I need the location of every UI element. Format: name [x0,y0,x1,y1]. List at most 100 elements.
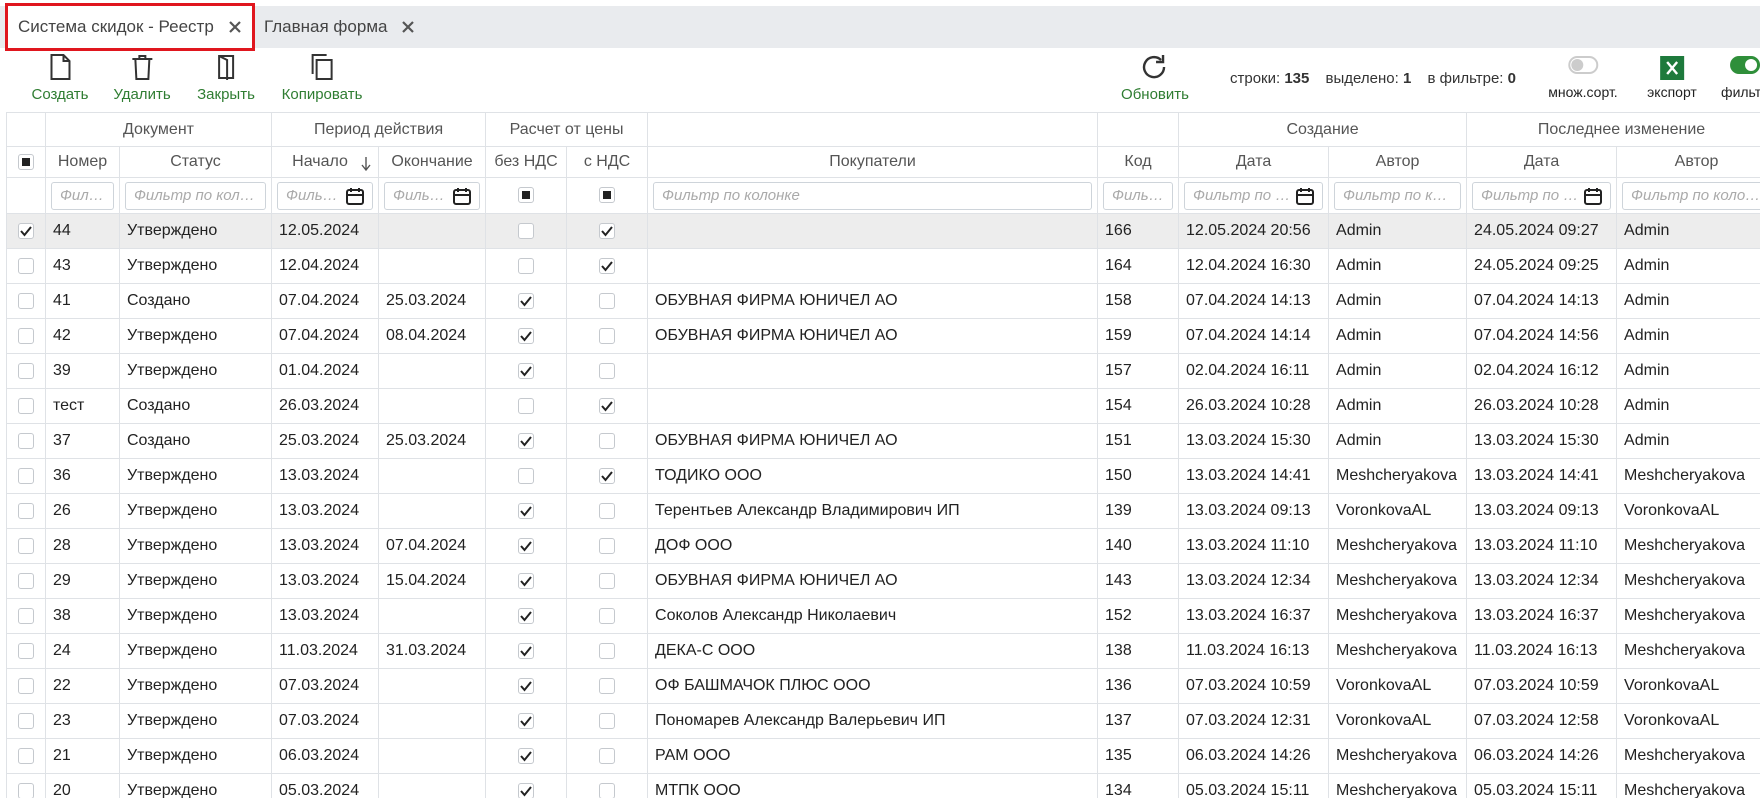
multi-sort-toggle[interactable]: множ.сорт. [1548,56,1618,100]
checkbox[interactable] [518,467,535,484]
checkbox[interactable] [518,187,535,204]
tab[interactable]: Главная форма [254,6,425,48]
filter-input[interactable]: Фильтр по колонке [1103,181,1174,210]
checkbox[interactable] [599,502,616,519]
delete-button[interactable]: Удалить [113,54,171,103]
filter-input[interactable]: Фильтр по колонке [1622,181,1760,210]
row[interactable]: 21 Утверждено 06.03.2024 РАМ ООО 135 06.03.20… [6,738,1760,774]
checkbox[interactable] [599,677,616,694]
checkbox[interactable] [599,747,616,764]
row[interactable]: 44 Утверждено 12.05.2024 166 12.05.2024 20:5… [6,213,1760,249]
column-header[interactable]: Автор [1616,146,1760,178]
checkbox[interactable] [18,502,34,519]
checkbox[interactable] [18,607,34,624]
create-button[interactable]: Создать [31,54,89,103]
row[interactable]: 42 Утверждено 07.04.2024 08.04.2024 ОБУВНАЯ … [6,318,1760,354]
filter-input[interactable]: Фильтр по колонке [1472,181,1612,210]
checkbox[interactable] [18,642,34,659]
copy-button[interactable]: Копировать [282,54,362,103]
filter-input[interactable]: Фильтр по колонке [51,181,114,210]
export-button[interactable]: экспорт [1647,56,1697,100]
checkbox[interactable] [18,712,34,729]
checkbox[interactable] [518,572,535,589]
checkbox[interactable] [599,362,616,379]
refresh-button[interactable]: Обновить [1121,54,1189,103]
checkbox[interactable] [518,607,535,624]
column-header[interactable]: Автор [1328,146,1468,178]
row[interactable]: 22 Утверждено 07.03.2024 ОФ БАШМАЧОК ПЛЮС О… [6,668,1760,704]
checkbox[interactable] [18,782,34,798]
checkbox[interactable] [599,327,616,344]
column-header[interactable]: Дата [1466,146,1618,178]
checkbox[interactable] [518,292,535,309]
checkbox[interactable] [18,537,34,554]
checkbox[interactable] [599,187,616,204]
switch[interactable] [1730,56,1760,74]
column-header[interactable]: Код [1097,146,1180,178]
column-header[interactable]: с НДС [566,146,649,178]
checkbox[interactable] [599,467,616,484]
checkbox[interactable] [518,432,535,449]
row[interactable]: 23 Утверждено 07.03.2024 Пономарев Александ… [6,703,1760,739]
checkbox[interactable] [18,572,34,589]
row[interactable]: 29 Утверждено 13.03.2024 15.04.2024 ОБУВНАЯ … [6,563,1760,599]
checkbox[interactable] [18,432,34,449]
column-header[interactable]: без НДС [485,146,568,178]
close-icon[interactable] [401,20,415,34]
checkbox[interactable] [518,537,535,554]
checkbox[interactable] [518,397,535,414]
column-header[interactable]: Покупатели [647,146,1099,178]
checkbox[interactable] [518,712,535,729]
row[interactable]: 39 Утверждено 01.04.2024 157 02.04.2024 16:1… [6,353,1760,389]
checkbox[interactable] [599,572,616,589]
checkbox[interactable] [599,292,616,309]
tab[interactable]: Система скидок - Реестр [5,3,255,51]
filter-input[interactable]: Фильтр по колонке [384,181,481,210]
checkbox[interactable] [18,467,34,484]
checkbox[interactable] [518,257,535,274]
filter-input[interactable]: Фильтр по колонке [125,181,267,210]
checkbox[interactable] [18,257,34,274]
checkbox[interactable] [18,222,34,239]
checkbox[interactable] [18,397,34,414]
row[interactable]: 24 Утверждено 11.03.2024 31.03.2024 ДЕКА-С О… [6,633,1760,669]
filter-input[interactable]: Фильтр по колонке [277,181,374,210]
checkbox[interactable] [518,502,535,519]
checkbox[interactable] [599,222,616,239]
filter-toggle[interactable]: фильтр [1721,56,1760,100]
checkbox[interactable] [518,677,535,694]
column-header[interactable]: Начало [271,146,380,178]
checkbox[interactable] [518,222,535,239]
column-header[interactable]: Статус [118,146,273,178]
row[interactable]: 28 Утверждено 13.03.2024 07.04.2024 ДОФ ООО 1… [6,528,1760,564]
row[interactable]: 43 Утверждено 12.04.2024 164 12.04.2024 16:3… [6,248,1760,284]
filter-input[interactable]: Фильтр по колонке [1184,181,1324,210]
checkbox[interactable] [599,537,616,554]
column-header[interactable]: Номер [45,146,120,178]
filter-input[interactable]: Фильтр по колонке [1334,181,1462,210]
row[interactable]: 37 Создано 25.03.2024 25.03.2024 ОБУВНАЯ ФИР… [6,423,1760,459]
checkbox[interactable] [18,327,34,344]
row[interactable]: тест Создано 26.03.2024 154 26.03.2024 10:28… [6,388,1760,424]
checkbox[interactable] [599,397,616,414]
close-button[interactable]: Закрыть [197,54,255,103]
checkbox[interactable] [18,153,34,170]
row[interactable]: 26 Утверждено 13.03.2024 Терентьев Александ… [6,493,1760,529]
column-header[interactable]: Дата [1178,146,1330,178]
checkbox[interactable] [599,782,616,798]
checkbox[interactable] [18,747,34,764]
close-icon[interactable] [228,20,242,34]
switch[interactable] [1567,56,1598,74]
checkbox[interactable] [518,327,535,344]
checkbox[interactable] [518,747,535,764]
checkbox[interactable] [18,292,34,309]
row[interactable]: 20 Утверждено 05.03.2024 МТПК ООО 134 05.03.2… [6,773,1760,798]
checkbox[interactable] [599,432,616,449]
checkbox[interactable] [518,642,535,659]
checkbox[interactable] [518,782,535,798]
column-header[interactable]: Окончание [378,146,487,178]
checkbox[interactable] [599,642,616,659]
row[interactable]: 36 Утверждено 13.03.2024 ТОДИКО ООО 150 13.03… [6,458,1760,494]
checkbox[interactable] [18,362,34,379]
checkbox[interactable] [599,712,616,729]
